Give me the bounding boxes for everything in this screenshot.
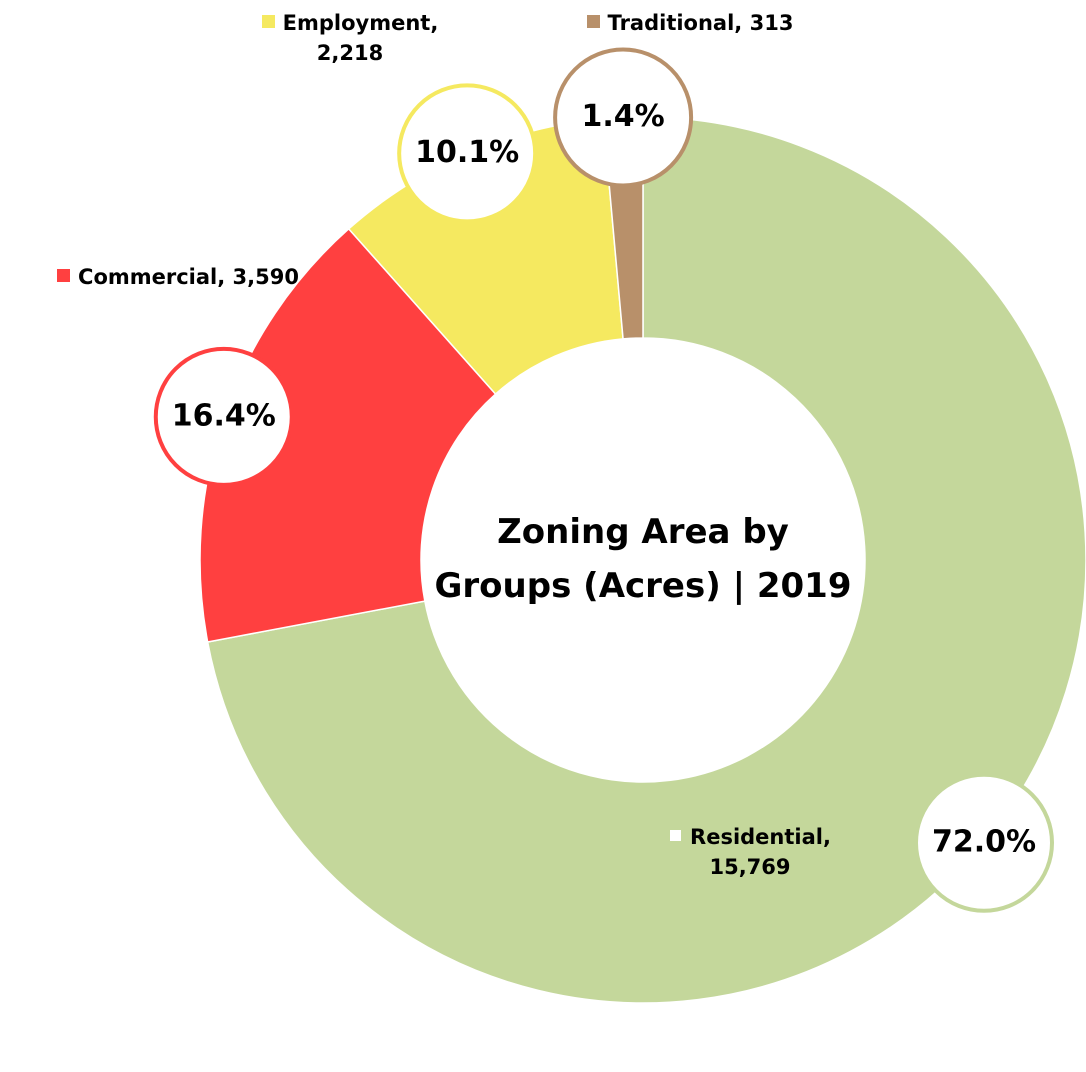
label-text: Traditional, 313 xyxy=(607,11,794,35)
donut-segment xyxy=(206,116,1086,1004)
percent-label: 1.4% xyxy=(582,99,665,134)
percent-bubble xyxy=(397,83,538,224)
data-label: Traditional, 313 xyxy=(560,8,820,38)
label-text: Commercial, 3,590 xyxy=(78,265,299,289)
data-label: Commercial, 3,590 xyxy=(18,262,338,292)
percent-bubble xyxy=(153,346,294,487)
label-text: Employment, 2,218 xyxy=(282,11,439,65)
percent-label: 72.0% xyxy=(932,824,1036,859)
percent-bubble xyxy=(914,772,1055,913)
data-label: Residential, 15,769 xyxy=(655,822,845,882)
legend-swatch xyxy=(57,269,71,282)
legend-swatch xyxy=(261,15,275,28)
percent-label: 10.1% xyxy=(415,135,519,170)
data-label: Employment, 2,218 xyxy=(250,8,450,68)
label-text: Residential, 15,769 xyxy=(690,825,831,879)
chart-title: Zoning Area by Groups (Acres) | 2019 xyxy=(434,512,852,606)
percent-label: 16.4% xyxy=(172,398,276,433)
percent-bubble xyxy=(553,47,694,188)
donut-segment xyxy=(199,227,497,643)
legend-swatch xyxy=(669,829,683,842)
legend-swatch xyxy=(586,15,600,28)
